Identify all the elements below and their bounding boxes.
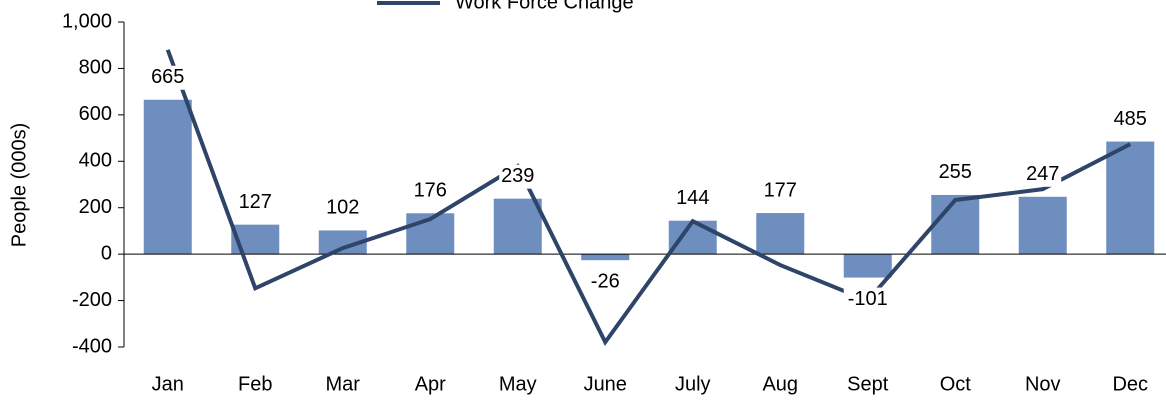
x-tick-label: May — [499, 373, 537, 395]
label-bg — [674, 186, 712, 211]
label-bg — [1024, 162, 1062, 187]
x-tick-label: Aug — [762, 373, 798, 395]
x-tick-label: Sept — [847, 373, 889, 395]
value-label: 144 — [676, 187, 709, 209]
label-bg — [586, 270, 624, 295]
y-tick-label: 0 — [101, 242, 112, 264]
label-bg — [761, 179, 799, 204]
bar — [843, 254, 892, 278]
label-bg — [843, 287, 892, 312]
x-tick-label: Oct — [940, 373, 972, 395]
x-tick-label: Feb — [238, 373, 272, 395]
value-label: -101 — [848, 288, 888, 310]
value-label: 127 — [239, 191, 272, 213]
label-bg — [936, 160, 974, 185]
y-tick-label: 800 — [79, 57, 112, 79]
value-label: 485 — [1114, 108, 1147, 130]
value-label: 247 — [1026, 163, 1059, 185]
x-tick-label: July — [675, 373, 711, 395]
y-tick-label: 200 — [79, 196, 112, 218]
bar — [1018, 196, 1067, 255]
x-tick-label: Dec — [1112, 373, 1148, 395]
label-bg — [149, 65, 187, 90]
y-tick-label: 1,000 — [62, 10, 112, 32]
bar — [931, 194, 980, 255]
line — [165, 49, 1132, 346]
legend-label: Work Force Change — [455, 0, 634, 13]
x-tick-label: Jan — [152, 373, 184, 395]
value-label: 176 — [414, 180, 447, 202]
value-label: 102 — [326, 197, 359, 219]
value-label: 177 — [764, 179, 797, 201]
x-tick-label: Nov — [1025, 373, 1061, 395]
bar — [1106, 141, 1155, 255]
bar — [668, 220, 717, 255]
y-axis-label: People (000s) — [8, 123, 30, 248]
bar — [756, 213, 805, 255]
label-bg — [1111, 107, 1149, 132]
x-tick-label: Mar — [326, 373, 361, 395]
label-bg — [499, 164, 537, 189]
value-label: -26 — [591, 270, 620, 292]
y-tick-label: 600 — [79, 103, 112, 125]
y-tick-label: 400 — [79, 150, 112, 172]
value-label: 255 — [939, 161, 972, 183]
bar — [143, 99, 192, 255]
x-tick-label: Apr — [415, 373, 446, 395]
bar — [581, 254, 630, 261]
x-tick-label: June — [584, 373, 627, 395]
label-bg — [324, 196, 362, 221]
y-tick-label: -200 — [72, 289, 112, 311]
label-bg — [236, 190, 274, 215]
bar — [493, 198, 542, 255]
bar — [318, 230, 367, 255]
value-label: 665 — [151, 66, 184, 88]
value-label: 239 — [501, 165, 534, 187]
y-tick-label: -400 — [72, 335, 112, 357]
label-bg — [411, 179, 449, 204]
